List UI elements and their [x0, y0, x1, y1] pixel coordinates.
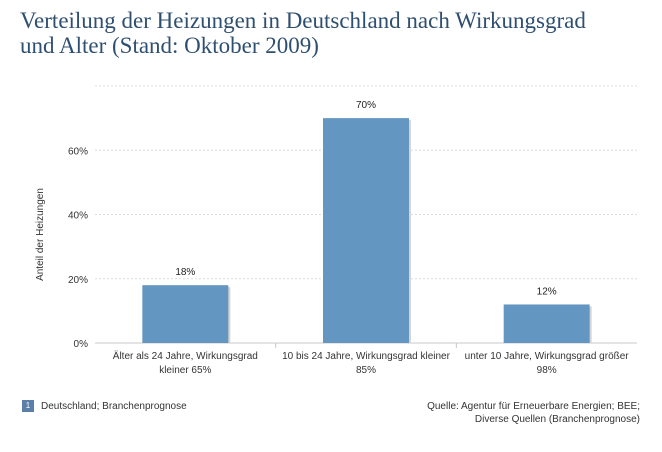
- x-category-label: Älter als 24 Jahre, Wirkungsgrad: [113, 350, 258, 362]
- y-tick-label: 60%: [68, 146, 88, 157]
- title-line-1: Verteilung der Heizungen in Deutschland …: [20, 8, 586, 33]
- source-line-1: Quelle: Agentur für Erneuerbare Energien…: [427, 401, 640, 412]
- chart-title: Verteilung der Heizungen in Deutschland …: [20, 8, 650, 58]
- y-tick-label: 0%: [74, 339, 89, 350]
- bar: [323, 118, 409, 343]
- x-category-label: unter 10 Jahre, Wirkungsgrad größer: [465, 351, 630, 362]
- bar: [142, 285, 229, 343]
- x-category-label: kleiner 65%: [159, 365, 211, 376]
- y-tick-label: 20%: [68, 275, 88, 286]
- footnote: 1 Deutschland; Branchenprognose: [22, 400, 187, 412]
- bar: [503, 304, 590, 343]
- y-axis-label: Anteil der Heizungen: [35, 188, 46, 281]
- title-line-2: und Alter (Stand: Oktober 2009): [20, 33, 319, 58]
- bar-value-label: 12%: [537, 286, 557, 297]
- source-line-2: Diverse Quellen (Branchenprognose): [474, 414, 640, 425]
- footnote-number-badge: 1: [22, 400, 34, 412]
- x-category-label: 10 bis 24 Jahre, Wirkungsgrad kleiner: [282, 351, 451, 362]
- bar-value-label: 18%: [175, 267, 195, 278]
- x-category-label: 85%: [356, 365, 376, 376]
- bar-value-label: 70%: [356, 100, 376, 111]
- footnote-text: Deutschland; Branchenprognose: [41, 400, 187, 412]
- y-tick-label: 40%: [68, 211, 88, 222]
- x-category-label: 98%: [537, 365, 557, 376]
- source-note: Quelle: Agentur für Erneuerbare Energien…: [380, 400, 640, 426]
